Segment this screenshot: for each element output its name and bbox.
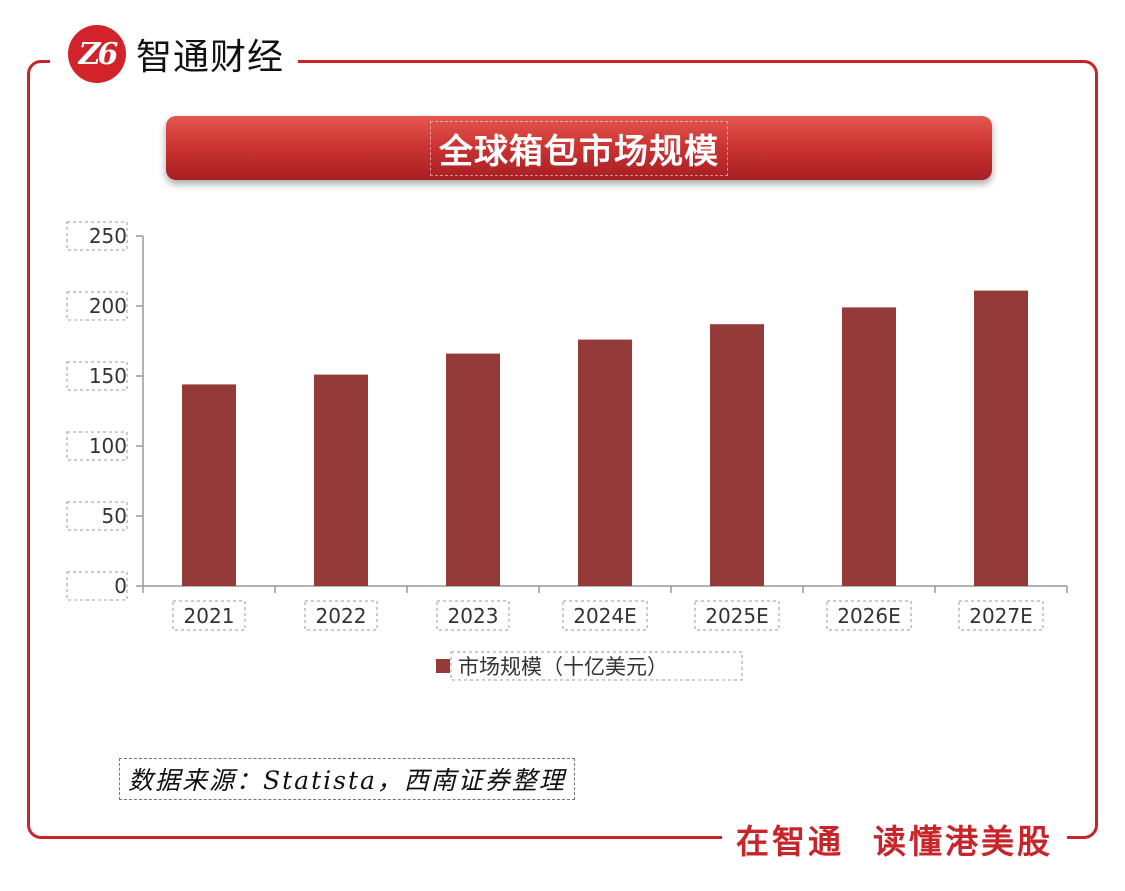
y-tick-label-box — [66, 221, 128, 251]
x-tick-label-box — [958, 600, 1044, 631]
bars — [182, 290, 1028, 586]
slogan-block: 在智通 读懂港美股 — [722, 813, 1067, 865]
chart-title: 全球箱包市场规模 — [430, 120, 728, 176]
y-tick-label-box — [66, 361, 128, 391]
x-tick-label: 2023 — [448, 604, 499, 628]
y-tick-label: 200 — [89, 294, 127, 318]
x-tick-label: 2027E — [969, 604, 1033, 628]
bar-2021 — [182, 384, 236, 586]
y-tick-label: 50 — [102, 504, 127, 528]
x-tick-label: 2021 — [184, 604, 235, 628]
slogan: 在智通 读懂港美股 — [736, 822, 1053, 861]
bar-2022 — [314, 374, 368, 586]
legend-box — [450, 651, 743, 681]
y-tick-label-box — [66, 431, 128, 461]
x-tick-label-box — [436, 600, 510, 631]
y-tick-label-box — [66, 501, 128, 531]
bar-2024E — [578, 339, 632, 586]
brand-logo: Z6 智通财经 — [50, 14, 299, 94]
y-tick-label: 0 — [114, 574, 127, 598]
x-tick-label-box — [172, 600, 246, 631]
title-banner: 全球箱包市场规模 — [166, 116, 992, 180]
x-tick-label: 2024E — [573, 604, 637, 628]
brand-name: 智通财经 — [136, 37, 285, 78]
legend: 市场规模（十亿美元） — [436, 651, 743, 681]
y-tick-label-box — [66, 571, 128, 601]
bar-2025E — [710, 324, 764, 586]
bar-2026E — [842, 307, 896, 586]
x-tick-label: 2025E — [705, 604, 769, 628]
x-tick-label-box — [304, 600, 378, 631]
y-tick-label: 250 — [89, 224, 127, 248]
x-tick-label-box — [826, 600, 912, 631]
x-tick-label: 2026E — [837, 604, 901, 628]
y-tick-label: 150 — [89, 364, 127, 388]
x-tick-label-box — [562, 600, 648, 631]
bar-2023 — [446, 353, 500, 586]
border-frame — [27, 60, 1098, 839]
bar-2027E — [974, 290, 1028, 586]
y-tick-label-box — [66, 291, 128, 321]
legend-label: 市场规模（十亿美元） — [458, 655, 668, 679]
y-tick-label: 100 — [89, 434, 127, 458]
logo-mark: Z6 — [68, 25, 126, 83]
y-axis: 0 50 100 150 200 250 — [66, 221, 144, 601]
data-source: 数据来源：Statista，西南证券整理 — [119, 758, 575, 800]
legend-swatch — [436, 659, 450, 673]
x-tick-label-box — [694, 600, 780, 631]
x-tick-label: 2022 — [316, 604, 367, 628]
